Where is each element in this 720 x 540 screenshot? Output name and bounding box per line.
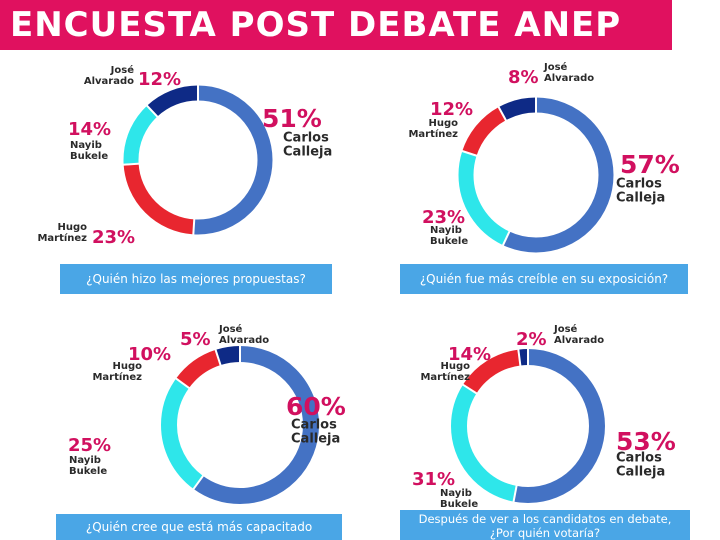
percent-label-jose-alvarado: 2% xyxy=(516,329,547,350)
slice-hugo-martinez xyxy=(451,349,605,503)
slice-nayib-bukele xyxy=(451,349,605,503)
slice-carlos-calleja xyxy=(161,346,319,504)
candidate-label-jose-alvarado: Alvarado xyxy=(84,76,134,87)
question-votaria: Después de ver a los candidatos en debat… xyxy=(400,510,690,540)
candidate-label-hugo-martinez: Hugo xyxy=(440,361,470,372)
slice-separator xyxy=(461,149,478,157)
slice-separator xyxy=(145,104,159,119)
slice-separator xyxy=(214,348,222,367)
candidate-label-carlos-calleja: Calleja xyxy=(616,465,665,480)
candidate-label-hugo-martinez: Martínez xyxy=(420,371,470,383)
slice-jose-alvarado xyxy=(161,346,319,504)
slice-nayib-bukele xyxy=(161,346,319,504)
candidate-label-nayib-bukele: Nayib xyxy=(430,225,462,236)
slice-jose-alvarado xyxy=(451,349,605,503)
slice-separator xyxy=(192,218,196,236)
candidate-label-hugo-martinez: Hugo xyxy=(428,118,458,129)
candidate-label-nayib-bukele: Nayib xyxy=(69,455,101,466)
candidate-label-nayib-bukele: Nayib xyxy=(440,488,472,499)
candidate-label-nayib-bukele: Bukele xyxy=(440,499,478,510)
slice-carlos-calleja xyxy=(458,97,614,253)
percent-label-carlos-calleja: 51% xyxy=(262,104,322,133)
slice-nayib-bukele xyxy=(123,85,273,235)
candidate-label-hugo-martinez: Martínez xyxy=(92,371,142,383)
slice-separator xyxy=(512,484,518,503)
candidate-label-hugo-martinez: Hugo xyxy=(112,361,142,372)
slice-jose-alvarado xyxy=(458,97,614,253)
slice-separator xyxy=(461,383,478,395)
candidate-label-hugo-martinez: Martínez xyxy=(408,128,458,140)
percent-label-carlos-calleja: 53% xyxy=(616,427,676,456)
page-title: ENCUESTA POST DEBATE ANEP xyxy=(10,5,622,45)
question-propuestas: ¿Quién hizo las mejores propuestas? xyxy=(60,264,332,294)
slice-carlos-calleja xyxy=(123,85,273,235)
slice-carlos-calleja xyxy=(451,349,605,503)
candidate-label-carlos-calleja: Carlos xyxy=(616,451,662,466)
candidate-label-carlos-calleja: Calleja xyxy=(283,145,332,160)
percent-label-hugo-martinez: 12% xyxy=(430,99,473,120)
slice-separator xyxy=(122,162,140,166)
candidate-label-carlos-calleja: Carlos xyxy=(616,177,662,192)
percent-label-nayib-bukele: 25% xyxy=(68,435,111,456)
question-capacitado: ¿Quién cree que está más capacitado xyxy=(56,514,342,540)
slice-separator xyxy=(497,105,508,122)
percent-label-hugo-martinez: 23% xyxy=(92,227,135,248)
candidate-label-jose-alvarado: Alvarado xyxy=(544,73,594,84)
header-banner: ENCUESTA POST DEBATE ANEP xyxy=(0,0,672,50)
percent-label-carlos-calleja: 60% xyxy=(286,392,346,421)
percent-label-jose-alvarado: 8% xyxy=(508,67,539,88)
candidate-label-nayib-bukele: Bukele xyxy=(430,236,468,247)
percent-label-jose-alvarado: 5% xyxy=(180,329,211,350)
candidate-label-nayib-bukele: Bukele xyxy=(69,466,107,477)
candidate-label-jose-alvarado: José xyxy=(218,323,243,335)
slice-separator xyxy=(517,348,522,367)
percent-label-nayib-bukele: 14% xyxy=(68,119,111,140)
percent-label-nayib-bukele: 23% xyxy=(422,207,465,228)
slice-hugo-martinez xyxy=(123,85,273,235)
candidate-label-jose-alvarado: Alvarado xyxy=(219,335,269,346)
slice-separator xyxy=(174,377,191,390)
candidate-label-carlos-calleja: Calleja xyxy=(291,432,340,447)
candidate-label-jose-alvarado: José xyxy=(543,61,568,73)
candidate-label-jose-alvarado: José xyxy=(553,323,578,335)
question-creible: ¿Quién fue más creíble en su exposición? xyxy=(400,264,688,294)
candidate-label-carlos-calleja: Carlos xyxy=(291,418,337,433)
slice-separator xyxy=(192,474,205,491)
candidate-label-jose-alvarado: Alvarado xyxy=(554,335,604,346)
percent-label-nayib-bukele: 31% xyxy=(412,469,455,490)
slice-jose-alvarado xyxy=(123,85,273,235)
candidate-label-carlos-calleja: Calleja xyxy=(616,191,665,206)
candidate-label-carlos-calleja: Carlos xyxy=(283,131,329,146)
slice-hugo-martinez xyxy=(458,97,614,253)
percent-label-jose-alvarado: 12% xyxy=(138,69,181,90)
candidate-label-nayib-bukele: Bukele xyxy=(70,151,108,162)
candidate-label-nayib-bukele: Nayib xyxy=(70,140,102,151)
percent-label-hugo-martinez: 14% xyxy=(448,344,491,365)
slice-nayib-bukele xyxy=(458,97,614,253)
candidate-label-hugo-martinez: Hugo xyxy=(57,222,87,233)
slice-separator xyxy=(501,230,511,247)
candidate-label-hugo-martinez: Martínez xyxy=(37,232,87,244)
slice-hugo-martinez xyxy=(161,346,319,504)
candidate-label-jose-alvarado: José xyxy=(110,64,135,76)
percent-label-carlos-calleja: 57% xyxy=(620,150,680,179)
percent-label-hugo-martinez: 10% xyxy=(128,344,171,365)
